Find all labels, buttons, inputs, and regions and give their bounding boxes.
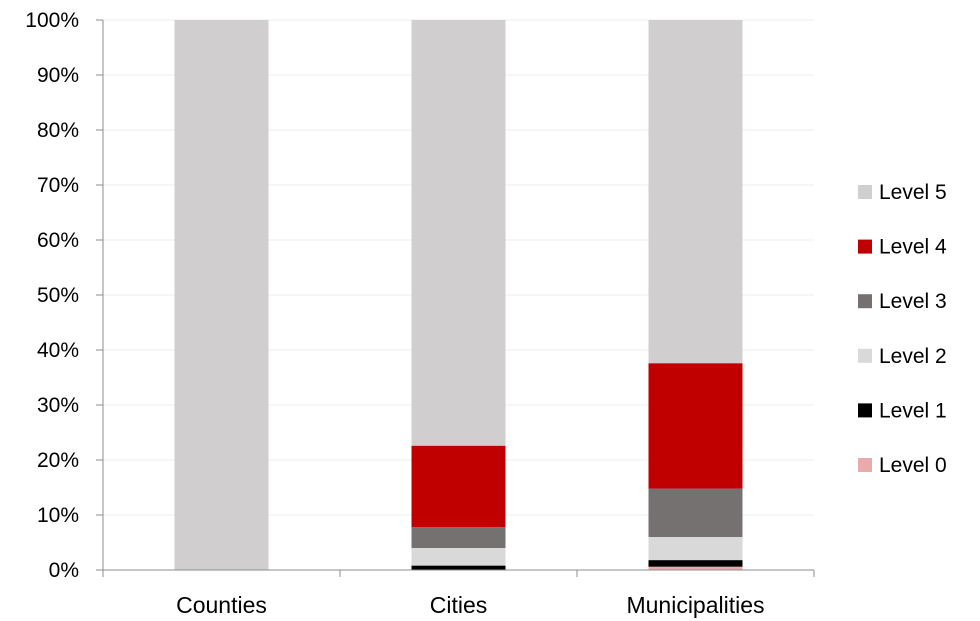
y-axis-ticks: 0% 10% 20% 30% 40% 50% 60% 70% 80% 90% 100%: [25, 9, 103, 582]
bar-segment-municipalities-level-0: [648, 566, 743, 570]
legend: Level 5 Level 4 Level 3 Level 2 Level 1 Level…: [858, 181, 947, 477]
x-axis-labels: Counties Cities Municipalities: [176, 592, 764, 618]
legend-item-level-4: Level 4: [858, 236, 947, 259]
legend-swatch: [858, 239, 872, 254]
legend-label: Level 0: [879, 454, 947, 477]
y-tick-label: 80%: [37, 119, 79, 142]
legend-swatch: [858, 458, 872, 472]
y-tick-label: 20%: [37, 449, 79, 472]
y-tick-label: 60%: [37, 229, 79, 252]
bar-segment-municipalities-level-4: [648, 363, 743, 489]
legend-swatch: [858, 348, 872, 363]
y-tick-label: 70%: [37, 174, 79, 197]
legend-swatch: [858, 185, 872, 199]
legend-label: Level 3: [879, 290, 947, 313]
bar-segment-cities-level-5: [411, 20, 506, 446]
x-category-label: Cities: [430, 592, 488, 618]
bar-segment-cities-level-4: [411, 445, 506, 528]
bar-segment-cities-level-2: [411, 548, 506, 566]
bar-segment-cities-level-1: [411, 565, 506, 570]
legend-item-level-1: Level 1: [858, 399, 947, 422]
legend-item-level-5: Level 5: [858, 181, 947, 204]
bar-segment-cities-level-3: [411, 527, 506, 548]
y-tick-label: 40%: [37, 339, 79, 362]
bar-segment-municipalities-level-2: [648, 537, 743, 561]
legend-item-level-3: Level 3: [858, 290, 947, 313]
bar-segment-counties-level-5: [174, 20, 269, 570]
bar-segment-municipalities-level-3: [648, 488, 743, 537]
y-tick-label: 100%: [25, 9, 79, 32]
legend-label: Level 1: [879, 399, 947, 422]
y-tick-label: 10%: [37, 504, 79, 527]
legend-label: Level 5: [879, 181, 947, 204]
legend-swatch: [858, 294, 872, 309]
bar-segment-municipalities-level-1: [648, 560, 743, 567]
y-tick-label: 90%: [37, 64, 79, 87]
x-category-label: Municipalities: [626, 592, 764, 618]
legend-item-level-2: Level 2: [858, 345, 947, 368]
y-tick-label: 0%: [49, 559, 79, 582]
y-tick-label: 50%: [37, 284, 79, 307]
legend-swatch: [858, 403, 872, 418]
legend-label: Level 2: [879, 345, 947, 368]
legend-item-level-0: Level 0: [858, 454, 947, 477]
legend-label: Level 4: [879, 236, 947, 259]
bar-segment-municipalities-level-5: [648, 20, 743, 364]
y-tick-label: 30%: [37, 394, 79, 417]
bars: [174, 20, 743, 570]
x-category-label: Counties: [176, 592, 267, 618]
